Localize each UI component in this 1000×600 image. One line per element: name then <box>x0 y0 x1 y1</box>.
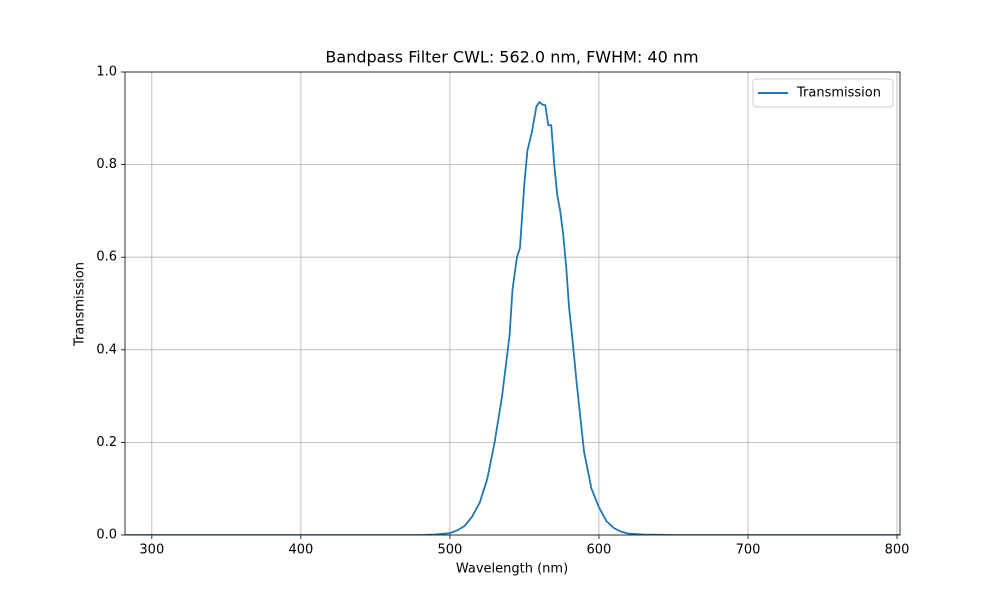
x-tick-label: 400 <box>288 543 313 558</box>
legend-box <box>752 78 894 108</box>
y-axis-label: Transmission <box>73 262 88 347</box>
data-line <box>125 100 900 535</box>
y-tick-label: 0.6 <box>96 250 117 265</box>
plot-frame <box>124 71 901 536</box>
y-tick-label: 0.4 <box>96 342 117 357</box>
y-tick-label: 1.0 <box>96 65 117 80</box>
y-tick-label: 0.8 <box>96 157 117 172</box>
x-axis-label: Wavelength (nm) <box>456 562 568 577</box>
y-tick-label: 0.2 <box>96 435 117 450</box>
x-tick-label: 600 <box>587 543 612 558</box>
x-tick-label: 500 <box>437 543 462 558</box>
legend-label: Transmission <box>796 86 881 101</box>
x-tick-label: 800 <box>885 543 910 558</box>
x-tick-label: 700 <box>736 543 761 558</box>
x-tick-label: 300 <box>139 543 164 558</box>
y-tick-label: 0.0 <box>96 528 117 543</box>
chart-title: Bandpass Filter CWL: 562.0 nm, FWHM: 40 … <box>325 48 698 67</box>
